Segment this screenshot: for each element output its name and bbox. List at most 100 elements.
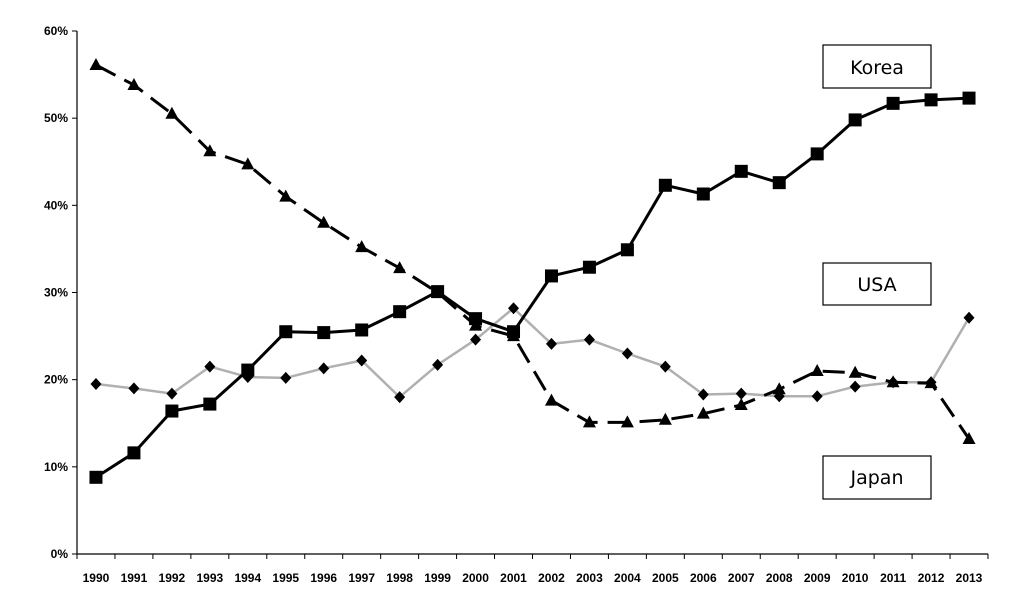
legend-label-japan-text: Japan [850, 467, 904, 489]
data-point-japan [355, 240, 369, 253]
x-tick-label: 2006 [690, 571, 717, 585]
legend-label-korea: Korea [822, 44, 932, 89]
x-tick-label: 2012 [918, 571, 945, 585]
data-point-usa [659, 360, 671, 373]
y-tick-label: 50% [44, 111, 68, 125]
data-point-usa [583, 333, 595, 346]
data-point-japan [848, 365, 862, 378]
data-point-korea [469, 312, 483, 326]
x-tick-label: 1994 [234, 571, 261, 585]
data-point-korea [544, 269, 558, 283]
data-point-usa [204, 360, 216, 373]
data-point-korea [241, 363, 255, 377]
y-tick-label: 30% [44, 286, 68, 300]
data-point-japan [696, 406, 710, 419]
x-tick-label: 2009 [804, 571, 831, 585]
data-point-korea [810, 147, 824, 161]
data-point-japan [241, 157, 255, 170]
data-point-japan [317, 215, 331, 228]
data-point-korea [127, 446, 141, 460]
data-point-korea [658, 178, 672, 192]
data-point-japan [89, 57, 103, 70]
data-point-korea [848, 113, 862, 127]
x-tick-label: 1996 [310, 571, 337, 585]
data-point-japan [962, 431, 976, 444]
data-point-japan [582, 415, 596, 428]
data-point-korea [962, 91, 976, 105]
x-tick-label: 2007 [728, 571, 755, 585]
data-point-usa [432, 358, 444, 371]
data-point-usa [90, 378, 102, 391]
x-tick-label: 2001 [500, 571, 527, 585]
x-tick-label: 2005 [652, 571, 679, 585]
legend-label-korea-text: Korea [850, 57, 904, 79]
y-tick-label: 60% [44, 24, 68, 38]
data-point-korea [355, 323, 369, 337]
data-point-korea [279, 325, 293, 339]
x-tick-label: 2002 [538, 571, 565, 585]
data-point-japan [924, 376, 938, 389]
data-point-japan [393, 261, 407, 274]
data-point-usa [394, 391, 406, 404]
data-point-usa [811, 390, 823, 403]
data-point-usa [356, 354, 368, 367]
data-point-usa [318, 362, 330, 375]
data-point-usa [849, 380, 861, 393]
series-line-usa [95, 306, 971, 399]
data-point-japan [279, 189, 293, 202]
data-point-japan [810, 363, 824, 376]
series-usa [90, 302, 975, 404]
x-tick-label: 1990 [83, 571, 110, 585]
legend-label-japan: Japan [822, 455, 932, 500]
series-korea [89, 91, 976, 484]
data-point-usa [545, 337, 557, 350]
x-tick-label: 1992 [159, 571, 186, 585]
x-tick-label: 2004 [614, 571, 641, 585]
y-tick-label: 40% [44, 198, 68, 212]
data-point-japan [658, 412, 672, 425]
x-tick-label: 1999 [424, 571, 451, 585]
data-point-korea [620, 243, 634, 257]
y-tick-label: 10% [44, 460, 68, 474]
data-point-japan [203, 144, 217, 157]
series-line-japan [95, 63, 971, 440]
data-point-korea [89, 470, 103, 484]
x-tick-label: 2008 [766, 571, 793, 585]
y-tick-label: 20% [44, 373, 68, 387]
data-point-korea [582, 260, 596, 274]
x-tick-label: 2010 [842, 571, 869, 585]
data-point-korea [924, 93, 938, 107]
x-tick-label: 2013 [956, 571, 983, 585]
data-point-japan [772, 382, 786, 395]
data-point-korea [507, 325, 521, 339]
series-layer [89, 57, 976, 484]
data-point-japan [165, 106, 179, 119]
data-point-korea [317, 326, 331, 340]
data-point-usa [166, 387, 178, 400]
x-tick-label: 1998 [386, 571, 413, 585]
x-tick-label: 1991 [121, 571, 148, 585]
data-point-japan [127, 78, 141, 91]
data-point-usa [128, 382, 140, 395]
data-point-usa [697, 388, 709, 401]
x-tick-label: 2003 [576, 571, 603, 585]
data-point-korea [393, 305, 407, 319]
data-point-usa [470, 333, 482, 346]
data-point-korea [431, 285, 445, 299]
data-point-usa [735, 387, 747, 400]
data-point-korea [203, 397, 217, 411]
data-point-korea [165, 404, 179, 418]
data-point-usa [280, 371, 292, 384]
x-tick-label: 1995 [272, 571, 299, 585]
x-tick-label: 1997 [348, 571, 375, 585]
data-point-korea [772, 176, 786, 190]
x-tick-label: 1993 [197, 571, 224, 585]
legend-label-usa-text: USA [857, 274, 896, 296]
series-japan [89, 57, 976, 444]
data-point-japan [734, 397, 748, 410]
data-point-usa [963, 311, 975, 324]
x-tick-label: 2000 [462, 571, 489, 585]
data-point-usa [508, 302, 520, 315]
data-point-japan [886, 375, 900, 388]
